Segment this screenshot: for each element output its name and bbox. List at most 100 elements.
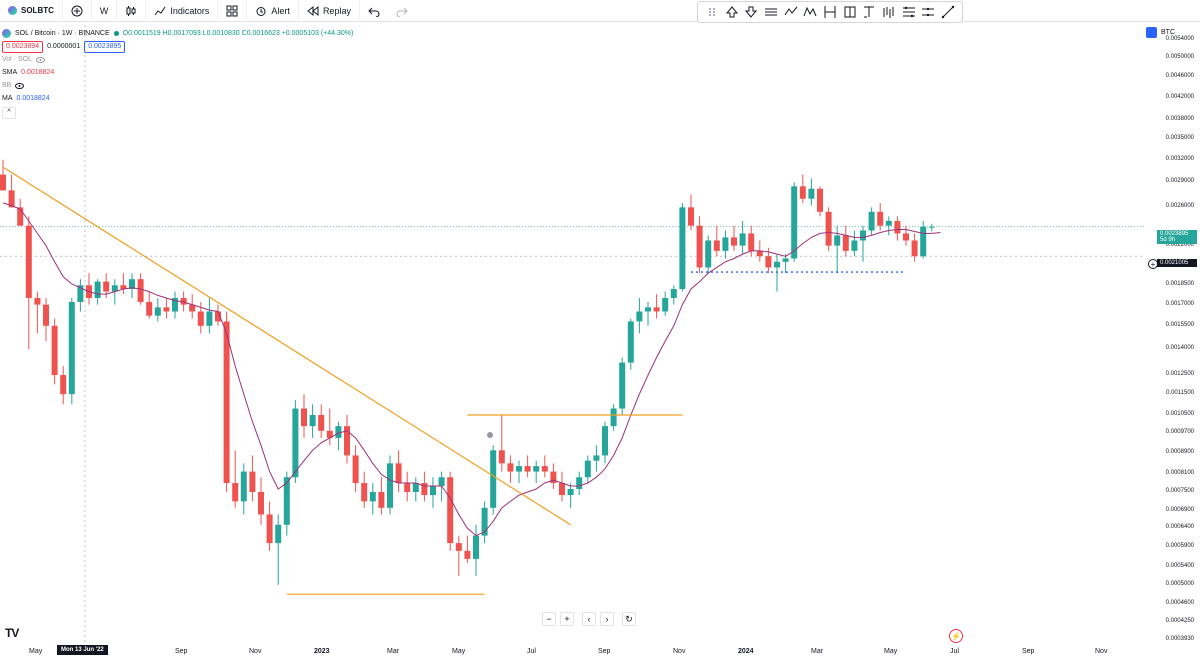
candle-body [524,466,531,472]
chart-legend: SOL / Bitcoin · 1W · BINANCE O0.0011519 … [2,27,353,119]
market-open-icon [113,31,119,36]
undo-button[interactable] [360,0,388,22]
spread-value: 0.0000001 [47,42,81,50]
candle-body [232,483,239,502]
lightning-icon[interactable]: ⚡ [949,629,963,643]
replay-button[interactable]: Replay [299,0,360,22]
time-axis-label: Mar [811,648,824,655]
symbol-search[interactable]: SOLBTC [0,0,63,22]
candle-body [34,298,41,305]
interval-label: W [99,5,109,16]
candle-body [43,304,49,326]
text-icon[interactable] [862,5,876,19]
eye-icon[interactable] [15,82,25,89]
layouts-button[interactable] [218,0,248,22]
chevron-up-icon: ^ [7,109,11,116]
sol-logo-icon [2,29,11,38]
candle-body [154,307,161,316]
drawing-toolbar [697,1,963,23]
price-axis-label: 0.0046000 [1165,72,1194,79]
sma-label[interactable]: SMA [2,68,18,76]
zoom-in-button[interactable]: + [560,612,574,626]
compare-button[interactable] [63,0,92,22]
chart-type-button[interactable] [117,0,147,22]
price-range-icon[interactable] [843,5,857,19]
candle-body [670,289,677,299]
bb-label[interactable]: BB [2,81,12,89]
arrow-down-icon[interactable] [744,5,758,19]
price-axis-label: 0.0017000 [1165,300,1194,307]
pattern-icon[interactable] [784,5,798,19]
eye-icon[interactable] [35,56,45,63]
volume-label[interactable]: Vol · SOL [2,55,32,63]
undo-icon [368,7,380,17]
candle-body [240,471,247,502]
collapse-legend-button[interactable]: ^ [2,107,16,119]
candle-body [206,311,213,326]
currency-icon [1146,27,1157,38]
sol-logo-icon [8,6,17,15]
buy-price[interactable]: 0.0023895 [84,40,126,53]
zoom-out-button[interactable]: − [542,612,556,626]
candle-body [653,307,660,312]
candle-body [662,298,669,312]
candle-body [825,211,832,246]
arrow-up-icon[interactable] [725,5,739,19]
price-axis-label: 0.0042000 [1165,93,1194,100]
candle-body [94,281,101,299]
indicators-button[interactable]: Indicators [146,0,219,22]
candle-body [137,279,144,302]
drag-handle-icon[interactable] [705,5,719,19]
scroll-right-button[interactable]: › [600,612,614,626]
rewind-icon [307,5,319,16]
candle-body [705,240,712,268]
candle-body [920,226,927,257]
candle-body [215,311,221,322]
candle-body [842,235,849,251]
time-axis-label: Sep [1022,648,1035,655]
gann-icon[interactable] [921,5,935,19]
candle-body [369,492,376,502]
candle-body [412,483,419,493]
sell-price[interactable]: 0.0023894 [2,40,44,53]
add-alert-plus-icon[interactable]: + [1148,259,1158,269]
candle-body [464,550,471,559]
candle-body [8,190,15,208]
top-toolbar: SOLBTC W Indicators Alert Replay [0,0,1200,22]
candle-body [860,230,866,241]
ohlc-values: O0.0011519 H0.0017093 L0.0010830 C0.0016… [122,29,354,37]
parallel-channel-icon[interactable] [764,5,778,19]
candle-body [559,483,565,496]
candle-body [438,477,445,486]
date-range-icon[interactable] [823,5,837,19]
candle-body [301,408,307,427]
currency-label: BTC [1161,29,1175,36]
candle-body [344,426,350,456]
trendline-icon[interactable] [941,5,955,19]
fib-icon[interactable] [902,5,916,19]
time-axis-label: 2024 [738,648,754,655]
redo-icon [396,7,408,17]
interval-button[interactable]: W [92,0,118,22]
candle-body [774,261,780,268]
reset-chart-button[interactable]: ↻ [622,612,636,626]
chart-title[interactable]: SOL / Bitcoin · 1W · BINANCE [15,29,110,37]
alert-label: Alert [271,5,290,16]
xabcd-icon[interactable] [803,5,817,19]
candle-body [808,188,815,199]
currency-badge[interactable]: BTC [1146,27,1175,38]
scroll-left-button[interactable]: ‹ [582,612,596,626]
price-axis-label: 0.0005900 [1165,542,1194,549]
candle-body [129,279,135,290]
redo-button[interactable] [388,0,416,22]
candle-body [756,250,763,257]
candle-body [68,301,75,395]
bars-pattern-icon[interactable] [882,5,896,19]
candle-body [765,256,772,268]
candle-body [498,450,505,464]
alert-button[interactable]: Alert [247,0,299,22]
tradingview-logo[interactable]: TV [5,626,19,640]
candle-body [146,301,153,316]
candle-body [834,235,841,246]
ma-label[interactable]: MA [2,94,13,102]
